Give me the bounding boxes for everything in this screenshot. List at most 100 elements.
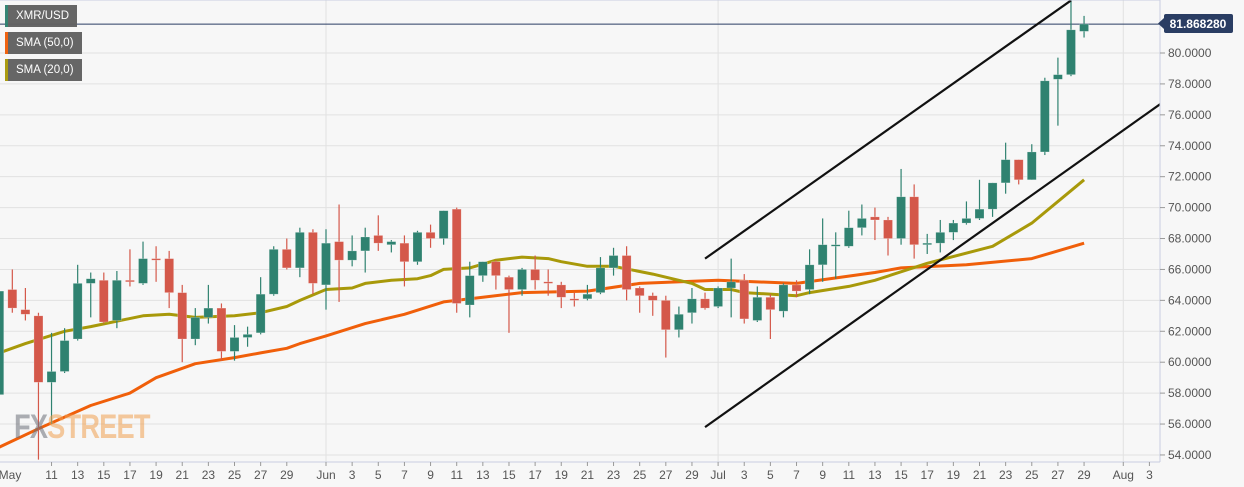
candle-body — [112, 279, 122, 321]
candle-bearish — [33, 312, 44, 460]
x-tick-label: 19 — [947, 468, 961, 482]
candle-body — [896, 196, 906, 239]
candle-bullish — [321, 229, 331, 310]
candle-body — [543, 281, 553, 284]
candle-bearish — [530, 255, 540, 290]
x-tick-label: 9 — [819, 468, 826, 482]
candle-bearish — [791, 280, 802, 298]
x-tick-label: 13 — [476, 468, 490, 482]
series-color-swatch — [5, 59, 8, 81]
candle-body — [360, 236, 371, 252]
candle-body — [451, 208, 462, 304]
candle-body — [726, 281, 736, 289]
candle-body — [20, 309, 31, 315]
y-tick-label: 76.0000 — [1168, 108, 1212, 122]
candle-bullish — [72, 264, 83, 341]
candle-bullish — [674, 306, 684, 338]
candle-body — [151, 258, 161, 261]
candle-bearish — [621, 246, 632, 301]
x-tick-label: 3 — [349, 468, 356, 482]
y-tick-label: 66.0000 — [1168, 262, 1212, 276]
candle-body — [765, 296, 776, 310]
candle-body — [216, 307, 227, 352]
candle-body — [935, 232, 946, 244]
candle-bullish — [255, 277, 266, 335]
candle-body — [386, 241, 397, 246]
candle-body — [987, 182, 998, 210]
x-tick-label: 23 — [999, 468, 1013, 482]
watermark-fx: FX — [14, 408, 48, 446]
candle-body — [59, 340, 70, 372]
candle-bearish — [700, 292, 710, 310]
candle-bullish — [1026, 144, 1037, 181]
series-color-swatch — [5, 5, 8, 27]
x-tick-label: 15 — [502, 468, 516, 482]
candle-bearish — [216, 303, 227, 361]
y-tick-label: 74.0000 — [1168, 139, 1212, 153]
candle-bearish — [399, 235, 410, 287]
candle-body — [478, 261, 488, 276]
candle-bullish — [830, 232, 841, 279]
candle-bearish — [739, 274, 750, 324]
candle-bearish — [7, 269, 18, 313]
candle-bearish — [765, 294, 776, 340]
candle-body — [634, 287, 645, 297]
candle-bullish — [59, 328, 70, 374]
lower-channel-trendline — [704, 102, 1160, 429]
candle-body — [464, 275, 475, 306]
candle-bearish — [491, 260, 501, 290]
legend-label: XMR/USD — [16, 10, 70, 22]
x-tick-label: 9 — [427, 468, 434, 482]
x-tick-label: 27 — [254, 468, 268, 482]
candle-bearish — [151, 246, 161, 282]
candle-body — [647, 295, 658, 301]
x-tick-label: 29 — [685, 468, 699, 482]
candle-body — [857, 218, 867, 228]
candle-bullish — [190, 308, 201, 346]
candle-bearish — [308, 229, 318, 295]
candle-bearish — [870, 207, 880, 241]
legend-sma-20[interactable]: SMA (20,0) — [5, 59, 82, 81]
y-tick-label: 80.0000 — [1168, 46, 1212, 60]
x-tick-label: 17 — [123, 468, 137, 482]
candle-body — [608, 255, 619, 269]
candle-body — [321, 242, 331, 286]
candle-bullish — [817, 218, 828, 282]
candle-bearish — [569, 292, 580, 307]
candle-body — [164, 258, 174, 293]
x-tick-label: 21 — [973, 468, 987, 482]
candle-body — [85, 278, 96, 284]
candle-bullish — [347, 235, 357, 267]
x-tick-label: 11 — [45, 468, 58, 482]
candle-body — [922, 242, 933, 246]
candle-bearish — [647, 292, 658, 316]
candle-body — [1000, 159, 1011, 184]
candle-bullish — [713, 286, 723, 309]
x-tick-label: 15 — [97, 468, 111, 482]
candle-bullish — [517, 267, 527, 296]
legend-sma-50[interactable]: SMA (50,0) — [5, 32, 82, 54]
x-tick-label: 23 — [202, 468, 216, 482]
candle-bullish — [1079, 15, 1089, 38]
candle-bullish — [687, 287, 697, 324]
candle-bullish — [595, 257, 606, 295]
candle-body — [347, 250, 357, 261]
candle-body — [1053, 74, 1063, 80]
candle-bullish — [1066, 0, 1076, 77]
candle-body — [334, 241, 344, 261]
candle-body — [1079, 23, 1089, 32]
x-tick-label: 3 — [1146, 468, 1153, 482]
legend-xmr-usd[interactable]: XMR/USD — [5, 5, 78, 27]
x-tick-label: 11 — [450, 468, 463, 482]
candle-body — [281, 249, 292, 269]
candle-bearish — [281, 238, 292, 270]
x-tick-label: May — [0, 468, 21, 482]
candle-body — [399, 242, 410, 263]
fxstreet-watermark-logo: FXSTREET — [14, 408, 150, 447]
candle-body — [621, 255, 632, 290]
candle-body — [177, 292, 188, 340]
candle-body — [1026, 151, 1037, 181]
candle-body — [948, 222, 959, 233]
candle-bullish — [896, 168, 906, 245]
